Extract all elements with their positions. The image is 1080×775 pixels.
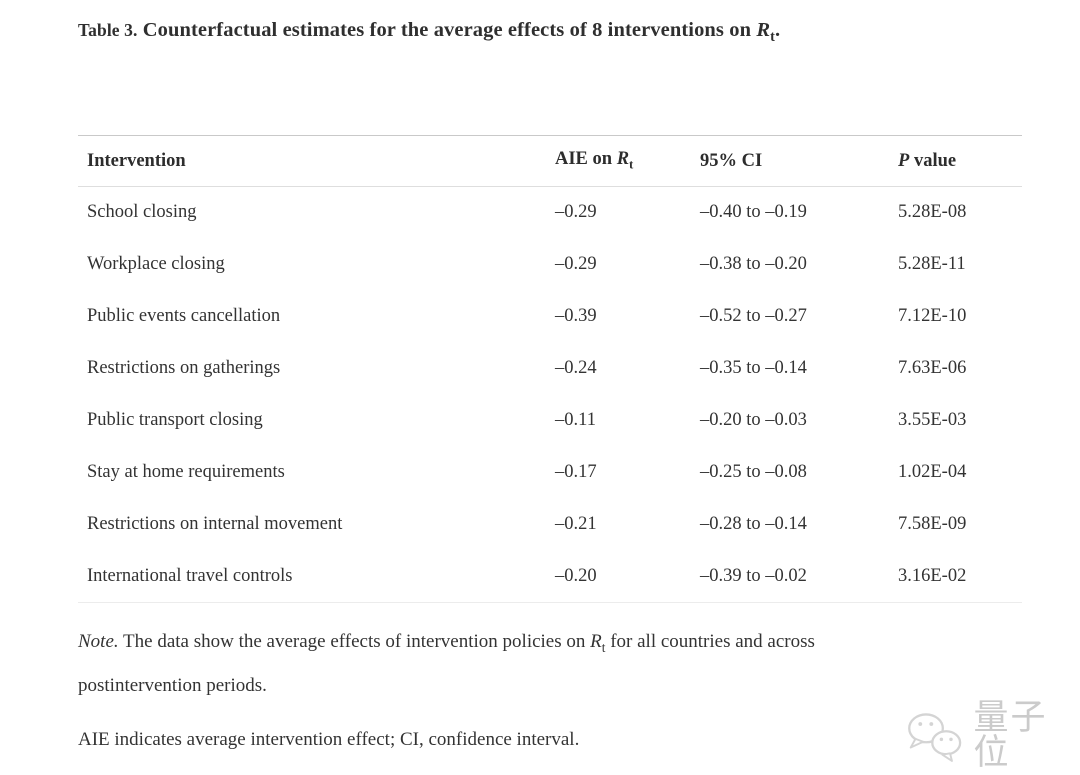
cell-aie: –0.17 [555, 462, 597, 482]
column-header-intervention: Intervention [87, 150, 186, 171]
aie-header-rt-subscript: t [629, 156, 634, 172]
cell-intervention: Stay at home requirements [87, 462, 285, 482]
table-row: Restrictions on gatherings –0.24 –0.35 t… [78, 343, 1022, 395]
cell-pvalue: 1.02E-04 [898, 462, 967, 482]
table-row: Restrictions on internal movement –0.21 … [78, 499, 1022, 551]
watermark-text: 量子位 [973, 698, 1048, 773]
column-header-pvalue: P value [898, 136, 1022, 187]
aie-header-text: AIE on [555, 149, 617, 170]
cell-ci: –0.28 to –0.14 [700, 514, 807, 534]
watermark: 量子位 [903, 701, 1080, 771]
abbreviations-note: AIE indicates average intervention effec… [78, 729, 580, 750]
cell-ci: –0.52 to –0.27 [700, 306, 807, 326]
table-number-label: Table 3. [78, 20, 138, 40]
column-header-aie: AIE on Rt [555, 136, 700, 187]
note-rt-subscript: t [601, 639, 606, 655]
table-row: Stay at home requirements –0.17 –0.25 to… [78, 447, 1022, 499]
cell-intervention: Workplace closing [87, 254, 225, 274]
cell-pvalue: 7.63E-06 [898, 358, 967, 378]
cell-pvalue: 5.28E-08 [898, 202, 967, 223]
note-rt-variable: R [590, 631, 602, 652]
interventions-table: Intervention AIE on Rt 95% CI P value Sc… [78, 135, 1022, 603]
cell-intervention: Restrictions on internal movement [87, 514, 343, 534]
cell-ci: –0.25 to –0.08 [700, 462, 807, 482]
note-text-b: for all countries and across [605, 631, 815, 652]
cell-intervention: Public events cancellation [87, 306, 281, 326]
cell-intervention: Public transport closing [87, 410, 263, 430]
cell-ci: –0.38 to –0.20 [700, 254, 807, 274]
column-header-ci: 95% CI [700, 150, 763, 171]
note-text-a: The data show the average effects of int… [118, 631, 591, 652]
cell-aie: –0.21 [555, 514, 597, 534]
table-row: School closing –0.29 –0.40 to –0.19 5.28… [78, 187, 1022, 239]
cell-pvalue: 7.58E-09 [898, 514, 967, 534]
pvalue-header-text: value [909, 150, 957, 171]
cell-ci: –0.40 to –0.19 [700, 202, 807, 223]
table-row: Workplace closing –0.29 –0.38 to –0.20 5… [78, 239, 1022, 291]
cell-intervention: International travel controls [87, 565, 293, 586]
cell-pvalue: 7.12E-10 [898, 306, 967, 326]
title-rt-variable: R [756, 19, 771, 41]
cell-aie: –0.29 [555, 202, 597, 223]
title-text: Counterfactual estimates for the average… [137, 19, 757, 41]
aie-header-rt-variable: R [616, 149, 630, 170]
cell-aie: –0.29 [555, 254, 597, 274]
table-row: Public events cancellation –0.39 –0.52 t… [78, 291, 1022, 343]
cell-pvalue: 3.16E-02 [898, 565, 967, 586]
cell-pvalue: 5.28E-11 [898, 254, 966, 274]
table-row: Public transport closing –0.11 –0.20 to … [78, 395, 1022, 447]
page-title: Table 3. Counterfactual estimates for th… [78, 19, 780, 46]
table-note: Note. The data show the average effects … [78, 623, 978, 705]
cell-aie: –0.20 [555, 565, 597, 586]
cell-ci: –0.35 to –0.14 [700, 358, 807, 378]
title-rt-subscript: t [770, 29, 775, 46]
cell-pvalue: 3.55E-03 [898, 410, 967, 430]
note-label: Note. [78, 631, 119, 652]
table-header-row: Intervention AIE on Rt 95% CI P value [78, 135, 1022, 187]
pvalue-header-italic-p: P [898, 150, 910, 171]
table-row: International travel controls –0.20 –0.3… [78, 551, 1022, 603]
wechat-logo-icon [908, 712, 962, 762]
note-text-c: postintervention periods. [78, 674, 267, 696]
title-period: . [774, 19, 781, 41]
cell-aie: –0.39 [555, 306, 597, 326]
cell-aie: –0.24 [555, 358, 597, 378]
cell-aie: –0.11 [555, 410, 596, 430]
cell-intervention: School closing [87, 202, 197, 223]
cell-ci: –0.20 to –0.03 [700, 410, 807, 430]
cell-ci: –0.39 to –0.02 [700, 565, 807, 586]
cell-intervention: Restrictions on gatherings [87, 358, 281, 378]
